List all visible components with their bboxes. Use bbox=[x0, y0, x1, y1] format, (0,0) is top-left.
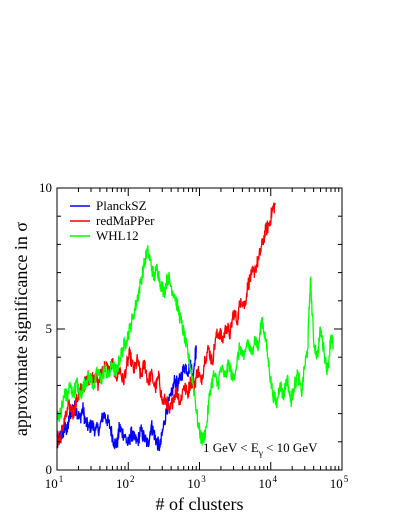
x-tick-label: 104 bbox=[259, 474, 278, 491]
y-tick-label: 5 bbox=[46, 321, 53, 336]
x-tick-label: 102 bbox=[116, 474, 135, 491]
y-axis-label: approximate significance in σ bbox=[11, 222, 31, 436]
series-layer bbox=[56, 201, 334, 452]
legend-label-redmapper: redMaPPer bbox=[96, 213, 155, 228]
x-tick-label: 105 bbox=[330, 474, 349, 491]
legend-label-whl12: WHL12 bbox=[96, 228, 139, 243]
y-tick-label: 10 bbox=[39, 180, 52, 195]
energy-range-annotation: 1 GeV < Eγ < 10 GeV bbox=[203, 440, 318, 458]
legend-label-plancksz: PlanckSZ bbox=[96, 198, 147, 213]
y-tick-label: 0 bbox=[46, 462, 53, 477]
series-line-whl12 bbox=[56, 245, 334, 446]
x-tick-label: 103 bbox=[187, 474, 206, 491]
x-axis-label: # of clusters bbox=[156, 494, 244, 514]
